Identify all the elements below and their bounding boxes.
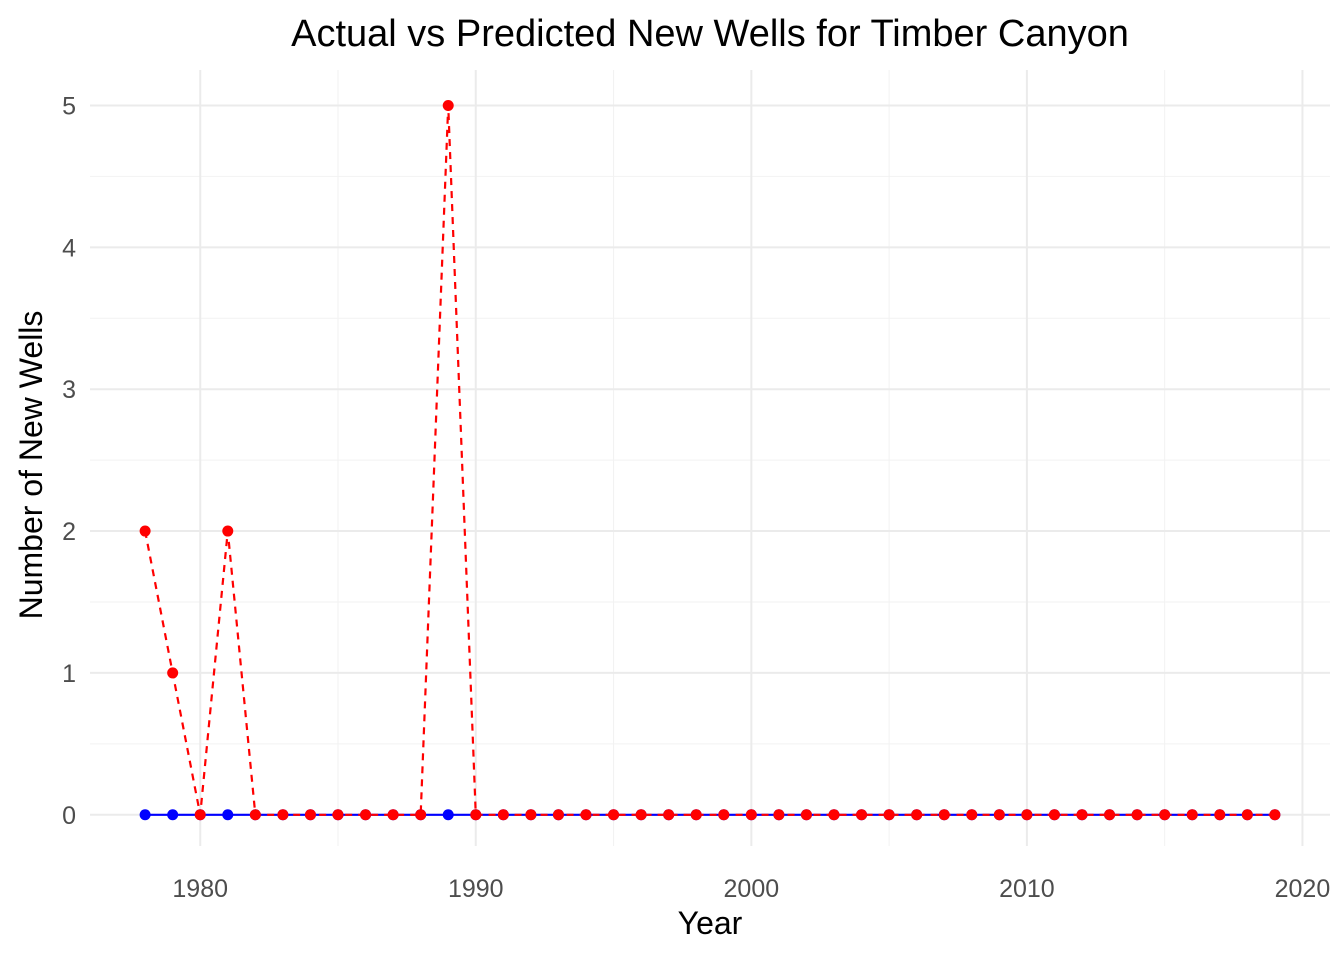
series-2-point <box>332 809 344 821</box>
series-2-point <box>387 809 399 821</box>
series-2-point <box>690 809 702 821</box>
series-2-point <box>993 809 1005 821</box>
series-2-point <box>139 525 151 537</box>
series-2-point <box>580 809 592 821</box>
series-2-point <box>663 809 675 821</box>
series-2-point <box>828 809 840 821</box>
series-1-point <box>167 809 179 821</box>
series-2-point <box>442 99 454 111</box>
series-1-point <box>222 809 234 821</box>
series-2-point <box>635 809 647 821</box>
series-2-point <box>911 809 923 821</box>
series-2-point <box>1131 809 1143 821</box>
series-2-point <box>718 809 730 821</box>
x-axis-title: Year <box>678 905 743 941</box>
major-gridlines <box>90 70 1330 846</box>
series-2-point <box>773 809 785 821</box>
series-2-point <box>1104 809 1116 821</box>
y-tick-labels: 0 1 2 3 4 5 <box>62 92 76 829</box>
y-tick-label: 3 <box>62 376 76 404</box>
series-2-point <box>800 809 812 821</box>
series-2-point <box>525 809 537 821</box>
series-2-point <box>249 809 261 821</box>
series-2-point <box>1214 809 1226 821</box>
y-tick-label: 4 <box>62 234 76 262</box>
series-2-point <box>360 809 372 821</box>
y-tick-label: 0 <box>62 802 76 830</box>
series-2-point <box>415 809 427 821</box>
series-1-point <box>442 809 454 821</box>
series-2-point <box>552 809 564 821</box>
chart-title: Actual vs Predicted New Wells for Timber… <box>291 13 1129 55</box>
series-2-point <box>167 667 179 679</box>
y-tick-label: 1 <box>62 660 76 688</box>
x-tick-labels: 1980 1990 2000 2010 2020 <box>172 875 1330 903</box>
series-2-point <box>1159 809 1171 821</box>
series-2-point <box>938 809 950 821</box>
x-tick-label: 2020 <box>1275 875 1331 903</box>
series-2-point <box>1269 809 1281 821</box>
minor-gridlines <box>90 70 1330 846</box>
series-2-point <box>222 525 234 537</box>
series-2-point <box>966 809 978 821</box>
series-2-point <box>1186 809 1198 821</box>
x-tick-label: 1990 <box>448 875 504 903</box>
series-2-point <box>745 809 757 821</box>
series-2-point <box>1241 809 1253 821</box>
series-2-point <box>470 809 482 821</box>
series-2-point <box>277 809 289 821</box>
series-2-point <box>497 809 509 821</box>
x-tick-label: 1980 <box>172 875 228 903</box>
series-2-point <box>304 809 316 821</box>
series-2-point <box>1021 809 1033 821</box>
series-2-point <box>1076 809 1088 821</box>
series-2-point <box>608 809 620 821</box>
series-2-point <box>856 809 868 821</box>
series-1-point <box>139 809 151 821</box>
y-axis-title: Number of New Wells <box>13 311 49 620</box>
x-tick-label: 2010 <box>999 875 1055 903</box>
x-tick-label: 2000 <box>724 875 780 903</box>
series-2-point <box>1048 809 1060 821</box>
series-2-point <box>883 809 895 821</box>
y-tick-label: 2 <box>62 518 76 546</box>
series-2-point <box>194 809 206 821</box>
y-tick-label: 5 <box>62 92 76 120</box>
series-layer <box>139 99 1281 821</box>
